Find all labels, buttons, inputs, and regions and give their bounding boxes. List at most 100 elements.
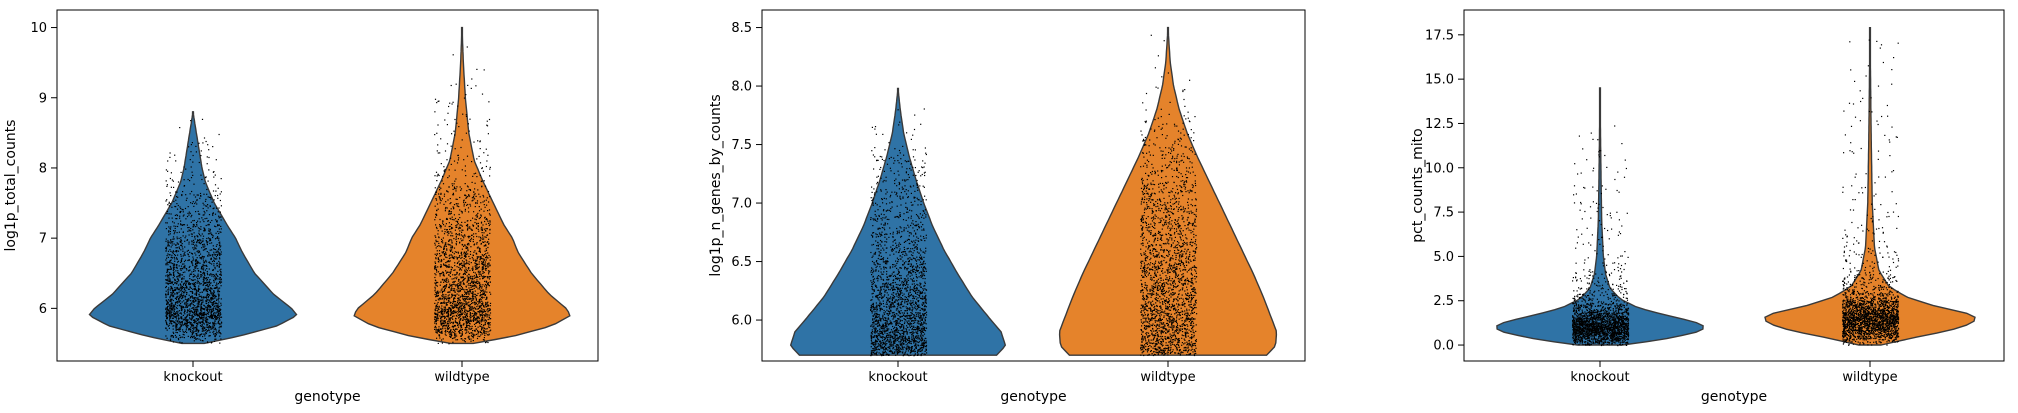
jitter-point (180, 268, 182, 270)
jitter-point (448, 274, 450, 276)
jitter-point (208, 230, 210, 232)
jitter-point (483, 314, 485, 316)
jitter-point (189, 303, 191, 305)
jitter-point (435, 213, 437, 215)
jitter-point (488, 276, 490, 278)
jitter-point (477, 330, 479, 333)
jitter-point (435, 313, 437, 315)
jitter-point (213, 199, 215, 201)
jitter-point (167, 308, 169, 310)
jitter-point (444, 286, 446, 288)
jitter-point (194, 286, 196, 288)
jitter-point (214, 318, 216, 320)
jitter-point (459, 307, 461, 309)
jitter-point (210, 287, 212, 289)
jitter-point (437, 124, 439, 126)
jitter-point (439, 328, 441, 330)
jitter-point (446, 249, 448, 251)
jitter-point (181, 316, 183, 318)
jitter-point (452, 300, 454, 302)
jitter-point (186, 331, 188, 334)
jitter-point (880, 213, 882, 215)
jitter-point (456, 322, 458, 324)
jitter-point (475, 266, 477, 268)
jitter-point (469, 315, 471, 317)
jitter-point (196, 203, 198, 205)
jitter-point (220, 313, 222, 315)
jitter-point (473, 317, 475, 319)
jitter-point (197, 305, 199, 307)
jitter-point (884, 339, 886, 341)
jitter-point (169, 297, 171, 299)
jitter-point (179, 337, 181, 339)
jitter-point (192, 264, 194, 267)
jitter-point (190, 227, 192, 230)
jitter-point (200, 299, 202, 301)
jitter-point (188, 304, 190, 306)
jitter-point (211, 233, 213, 235)
jitter-point (441, 332, 443, 334)
jitter-point (200, 274, 202, 276)
jitter-point (475, 314, 477, 316)
jitter-point (166, 271, 168, 273)
jitter-point (204, 329, 207, 331)
jitter-point (189, 269, 191, 271)
jitter-point (467, 305, 469, 307)
jitter-point (196, 334, 198, 336)
jitter-point (481, 287, 483, 289)
jitter-point (454, 335, 456, 337)
jitter-point (170, 298, 173, 300)
jitter-point (475, 328, 477, 330)
jitter-point (904, 284, 907, 286)
jitter-point (460, 311, 462, 313)
jitter-point (175, 199, 177, 201)
jitter-point (485, 267, 488, 270)
jitter-point (174, 301, 177, 304)
jitter-point (215, 245, 217, 247)
jitter-point (196, 225, 198, 227)
jitter-point (472, 217, 474, 219)
jitter-point (173, 238, 175, 240)
jitter-point (214, 184, 217, 186)
jitter-point (445, 297, 447, 299)
jitter-point (902, 338, 904, 340)
jitter-point (187, 259, 189, 262)
jitter-point (202, 202, 204, 204)
jitter-point (911, 265, 913, 267)
jitter-point (451, 249, 453, 251)
jitter-point (897, 292, 899, 294)
jitter-point (470, 237, 473, 239)
jitter-point (176, 236, 178, 238)
jitter-point (179, 283, 181, 285)
jitter-point (166, 212, 168, 215)
jitter-point (180, 325, 182, 327)
jitter-point (460, 277, 462, 279)
jitter-point (217, 224, 219, 226)
x-tick-label-knockout: knockout (163, 370, 222, 385)
jitter-point (481, 312, 483, 314)
jitter-point (170, 203, 172, 205)
jitter-point (484, 266, 487, 268)
jitter-point (190, 318, 192, 320)
jitter-point (485, 281, 487, 283)
jitter-point (193, 327, 195, 329)
jitter-point (479, 314, 481, 316)
jitter-point (456, 315, 458, 317)
jitter-point (198, 255, 200, 257)
jitter-point (198, 285, 200, 287)
jitter-point (461, 294, 463, 296)
jitter-point (484, 322, 486, 324)
jitter-point (487, 282, 489, 284)
jitter-point (462, 316, 464, 318)
jitter-point (194, 238, 196, 240)
jitter-point (170, 334, 172, 337)
jitter-point (180, 224, 182, 226)
jitter-point (485, 332, 487, 334)
jitter-point (878, 349, 881, 351)
jitter-point (439, 198, 441, 200)
jitter-point (203, 262, 205, 264)
jitter-point (220, 281, 223, 283)
jitter-point (452, 313, 454, 315)
jitter-point (449, 334, 451, 336)
jitter-point (477, 326, 479, 328)
